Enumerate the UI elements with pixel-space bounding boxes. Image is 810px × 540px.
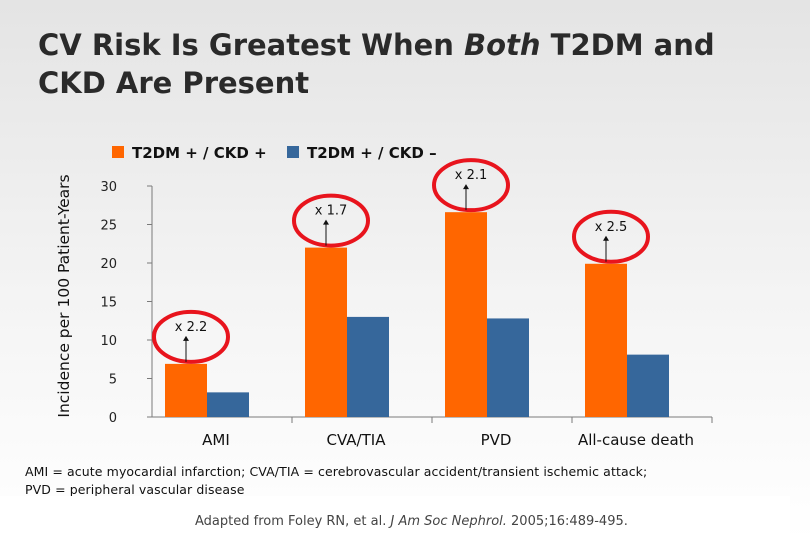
footnote-line-2: PVD = peripheral vascular disease <box>25 482 245 497</box>
bar-ckd-positive <box>305 247 347 417</box>
source-panel <box>0 496 790 540</box>
footnote: AMI = acute myocardial infarction; CVA/T… <box>25 463 795 499</box>
bar-ckd-negative <box>627 354 669 417</box>
annotation-arrow-head <box>463 184 469 190</box>
y-tick-label: 30 <box>100 180 117 195</box>
slide-title-line-1: CV Risk Is Greatest When Both T2DM and <box>38 28 715 62</box>
bar-ckd-negative <box>487 318 529 417</box>
bar-chart: 0 5 10 15 20 25 30 Incidence per 100 Patient-Ye… <box>55 144 713 449</box>
bar-ckd-positive <box>585 263 627 417</box>
ratio-annotation: x 1.7 <box>315 204 348 219</box>
highlight-circle <box>152 309 230 364</box>
annotation-arrow-head <box>183 335 189 341</box>
legend-label: T2DM + / CKD + <box>132 144 267 162</box>
x-tick-label: AMI <box>202 431 230 449</box>
x-tick-label: PVD <box>481 431 512 449</box>
y-tick-label: 20 <box>100 257 117 272</box>
y-tick-label: 5 <box>109 373 117 388</box>
x-tick-label: All-cause death <box>578 431 694 449</box>
highlight-circle <box>432 158 510 213</box>
legend-swatch <box>287 146 299 158</box>
ratio-annotation: x 2.5 <box>595 220 628 235</box>
highlight-circle <box>292 193 370 248</box>
annotation-arrow-head <box>323 219 329 225</box>
y-axis-label: Incidence per 100 Patient-Years <box>55 174 73 417</box>
bar-ckd-negative <box>347 316 389 417</box>
ratio-annotation: x 2.2 <box>175 320 208 335</box>
highlight-circle <box>572 209 650 264</box>
y-tick-label: 15 <box>100 296 117 311</box>
footnote-line-1: AMI = acute myocardial infarction; CVA/T… <box>25 464 648 479</box>
bar-ckd-positive <box>445 212 487 417</box>
y-tick-label: 25 <box>100 219 117 234</box>
x-tick-label: CVA/TIA <box>327 431 387 449</box>
slide-title-line-2: CKD Are Present <box>38 66 310 100</box>
bar-ckd-positive <box>165 363 207 417</box>
slide-title-emphasis: Both <box>464 28 541 62</box>
legend-swatch <box>112 146 124 158</box>
ratio-annotation: x 2.1 <box>455 168 488 183</box>
y-tick-label: 0 <box>109 411 117 426</box>
bar-ckd-negative <box>207 392 249 417</box>
y-tick-label: 10 <box>100 334 117 349</box>
legend-label: T2DM + / CKD – <box>307 144 437 162</box>
annotation-arrow-head <box>603 235 609 241</box>
slide-title: CV Risk Is Greatest When Both T2DM and C… <box>38 26 778 102</box>
source-citation: Adapted from Foley RN, et al. J Am Soc N… <box>195 514 628 529</box>
source-journal: J Am Soc Nephrol. <box>390 514 507 529</box>
